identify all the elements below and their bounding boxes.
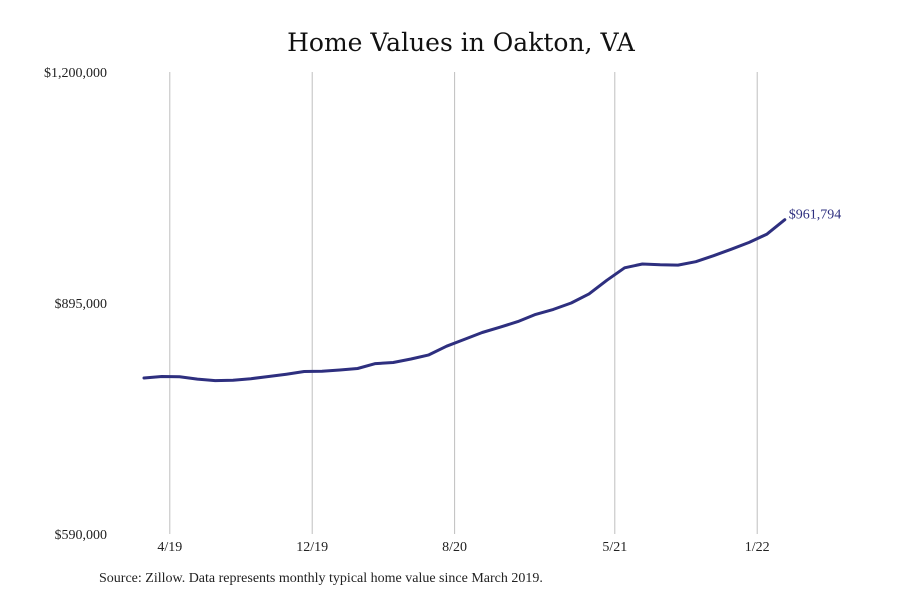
y-tick-label: $590,000 xyxy=(55,528,108,543)
x-tick-label: 8/20 xyxy=(442,540,467,555)
x-tick-label: 4/19 xyxy=(157,540,182,555)
x-tick-label: 5/21 xyxy=(602,540,627,555)
series-line xyxy=(142,218,787,383)
y-tick-label: $1,200,000 xyxy=(44,66,107,81)
end-value-label: $961,794 xyxy=(789,208,842,223)
x-tick-label: 12/19 xyxy=(296,540,328,555)
y-tick-label: $895,000 xyxy=(55,297,108,312)
source-note: Source: Zillow. Data represents monthly … xyxy=(99,571,543,586)
x-axis-tick-labels: 4/19 12/19 8/20 5/21 1/22 xyxy=(157,540,769,555)
grid-lines xyxy=(169,72,758,534)
x-tick-label: 1/22 xyxy=(745,540,770,555)
chart-title: Home Values in Oakton, VA xyxy=(287,28,636,57)
y-axis-tick-labels: $1,200,000 $895,000 $590,000 xyxy=(44,66,107,543)
